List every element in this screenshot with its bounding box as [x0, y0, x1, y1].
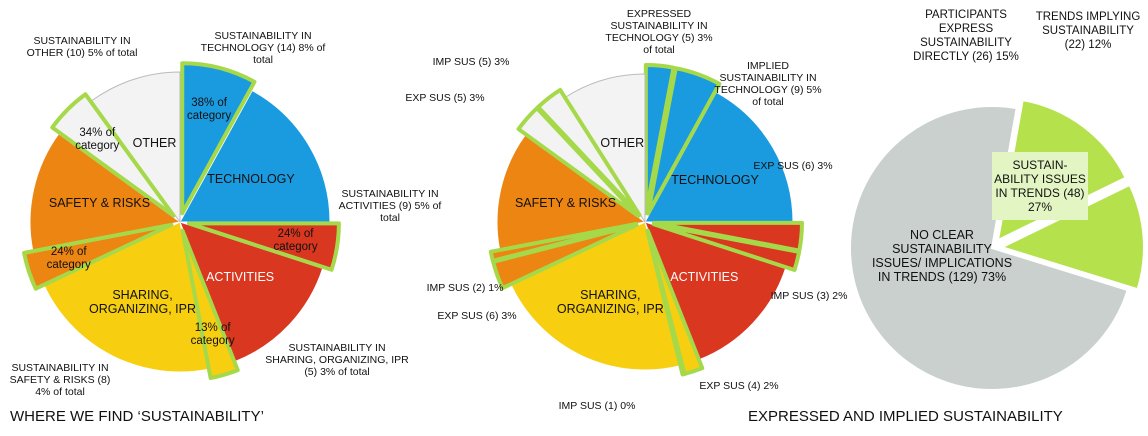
- slice-label: TRENDS IMPLYING SUSTAINABILITY (22) 12%: [1035, 11, 1141, 51]
- highlight-label: IMP SUS (1) 0%: [558, 400, 636, 412]
- highlight-slice: [651, 222, 802, 272]
- highlight-label: IMP SUS (2) 1%: [426, 282, 504, 294]
- slice-label: TECHNOLOGY: [207, 172, 295, 186]
- inner-label: 13% of category: [190, 322, 235, 348]
- pie-slice: [644, 91, 794, 223]
- highlight-slice: [186, 221, 341, 272]
- highlight-label: EXP SUS (5) 3%: [405, 92, 485, 104]
- highlight-label: IMP SUS (5) 3%: [432, 56, 510, 68]
- pie-slice: [91, 71, 181, 224]
- highlight-label: SUSTAINABILITY IN SAFETY & RISKS (8) 4% …: [9, 362, 111, 398]
- highlight-slice: [180, 228, 240, 380]
- inner-label: 34% of category: [75, 127, 120, 153]
- pie-slice: [43, 221, 209, 373]
- highlight-slice: [643, 63, 676, 216]
- annotation: SUSTAIN-ABILITY ISSUES IN TRENDS (48) 27…: [992, 152, 1088, 220]
- highlight-label: EXP SUS (6) 3%: [437, 310, 517, 322]
- pie-slice: [510, 221, 683, 371]
- pie-slice: [179, 89, 331, 223]
- highlight-label: SUSTAINABILITY IN TECHNOLOGY (14) 8% of …: [200, 30, 326, 66]
- slice-label: TECHNOLOGY: [671, 172, 759, 187]
- highlight-label: IMPLIED SUSTAINABILITY IN TECHNOLOGY (9)…: [714, 60, 822, 108]
- highlight-label: SUSTAINABILITY IN OTHER (10) 5% of total: [26, 35, 138, 59]
- slice-label: SHARING, ORGANIZING, IPR: [556, 287, 664, 316]
- highlight-slice: [536, 87, 642, 217]
- highlight-slice: [50, 92, 176, 218]
- highlight-slice: [22, 222, 174, 291]
- slice-label: OTHER: [132, 135, 177, 150]
- highlight-slice: [488, 221, 639, 263]
- pie-slice: [999, 183, 1145, 291]
- slice-label: SHARING, ORGANIZING, IPR: [89, 287, 196, 316]
- slice-label: SAFETY & RISKS: [48, 196, 151, 210]
- pie-slice: [496, 134, 647, 251]
- highlight-label: SUSTAINABILITY IN ACTIVITIES (9) 5% of t…: [338, 188, 442, 224]
- highlight-label: SUSTAINABILITY IN SHARING, ORGANIZING, I…: [265, 342, 409, 378]
- inner-label: 24% of category: [273, 228, 318, 254]
- highlight-label: EXPRESSED SUSTAINABILITY IN TECHNOLOGY (…: [605, 8, 713, 56]
- slice-label: ACTIVITIES: [206, 270, 275, 285]
- highlight-label: EXP SUS (6) 3%: [753, 160, 833, 172]
- highlight-slice: [646, 66, 722, 216]
- inner-label: 24% of category: [46, 246, 91, 272]
- slice-label: OTHER: [600, 135, 645, 150]
- highlight-label: EXP SUS (4) 2%: [699, 380, 779, 392]
- chart-title: EXPRESSED AND IMPLIED SUSTAINABILITY: [748, 408, 1063, 425]
- pie-slice: [565, 73, 646, 224]
- slice-label: PARTICIPANTS EXPRESS SUSTAINABILITY DIRE…: [913, 9, 1019, 63]
- slice-label: SAFETY & RISKS: [514, 196, 617, 211]
- slice-label: NO CLEAR SUSTAINABILITY ISSUES/ IMPLICAT…: [871, 228, 1013, 284]
- pie-slice: [29, 133, 182, 251]
- chart-title: WHERE WE FIND ‘SUSTAINABILITY’: [10, 408, 264, 425]
- highlight-slice: [645, 228, 687, 377]
- highlight-label: IMP SUS (3) 2%: [770, 290, 848, 302]
- inner-label: 38% of category: [187, 96, 232, 122]
- highlight-slice: [180, 61, 257, 216]
- slice-label: ACTIVITIES: [670, 269, 739, 284]
- pie-slice: [849, 105, 1129, 391]
